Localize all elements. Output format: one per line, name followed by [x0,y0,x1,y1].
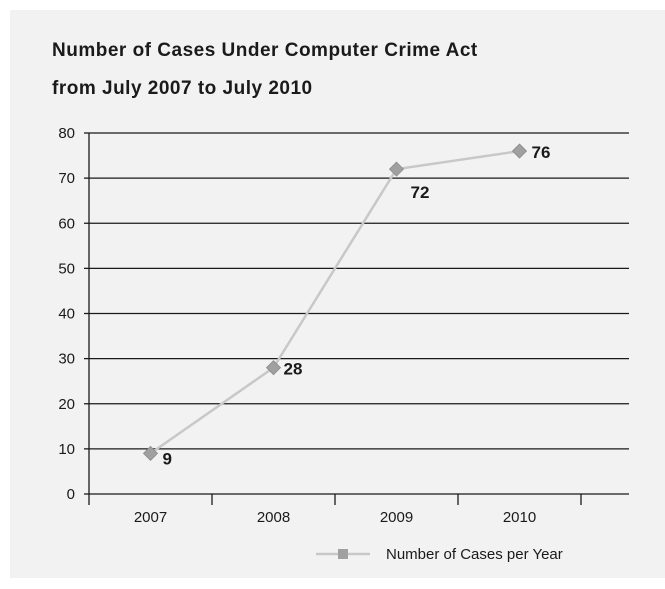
series-line [149,149,520,455]
y-tick-label-30: 30 [58,351,75,368]
data-label-2009: 72 [411,183,430,202]
y-tick-label-10: 10 [58,441,75,458]
x-tick-label-2007: 2007 [134,509,167,526]
y-tick-label-40: 40 [58,306,75,323]
data-point-2010 [511,143,528,159]
data-label-2010: 76 [532,143,551,162]
y-tick-label-20: 20 [58,396,75,413]
legend-marker-swatch [338,549,348,559]
data-label-2008: 28 [284,360,303,379]
y-tick-label-80: 80 [58,125,75,142]
data-point-2009 [388,161,405,177]
legend: Number of Cases per Year [316,546,563,563]
data-point-2008 [265,360,282,376]
y-tick-label-0: 0 [67,486,75,503]
chart-panel [10,10,665,578]
legend-label: Number of Cases per Year [386,546,563,563]
series-number-of-cases: 9 28 72 76 [142,143,551,468]
y-tick-label-70: 70 [58,170,75,187]
chart-title: Number of Cases Under Computer Crime Act… [52,32,612,108]
data-label-2007: 9 [163,449,172,468]
y-axis-ticks: 0 10 20 30 40 50 60 70 80 [58,125,90,505]
gridlines [89,132,629,450]
x-tick-label-2008: 2008 [257,509,290,526]
x-axis: 2007 2008 2009 2010 [89,493,629,526]
x-tick-label-2009: 2009 [380,509,413,526]
chart-title-line-2: from July 2007 to July 2010 [52,78,313,99]
chart-title-line-1: Number of Cases Under Computer Crime Act [52,40,478,61]
x-tick-label-2010: 2010 [503,509,536,526]
data-point-2007 [142,445,159,461]
y-tick-label-50: 50 [58,260,75,277]
y-tick-label-60: 60 [58,215,75,232]
